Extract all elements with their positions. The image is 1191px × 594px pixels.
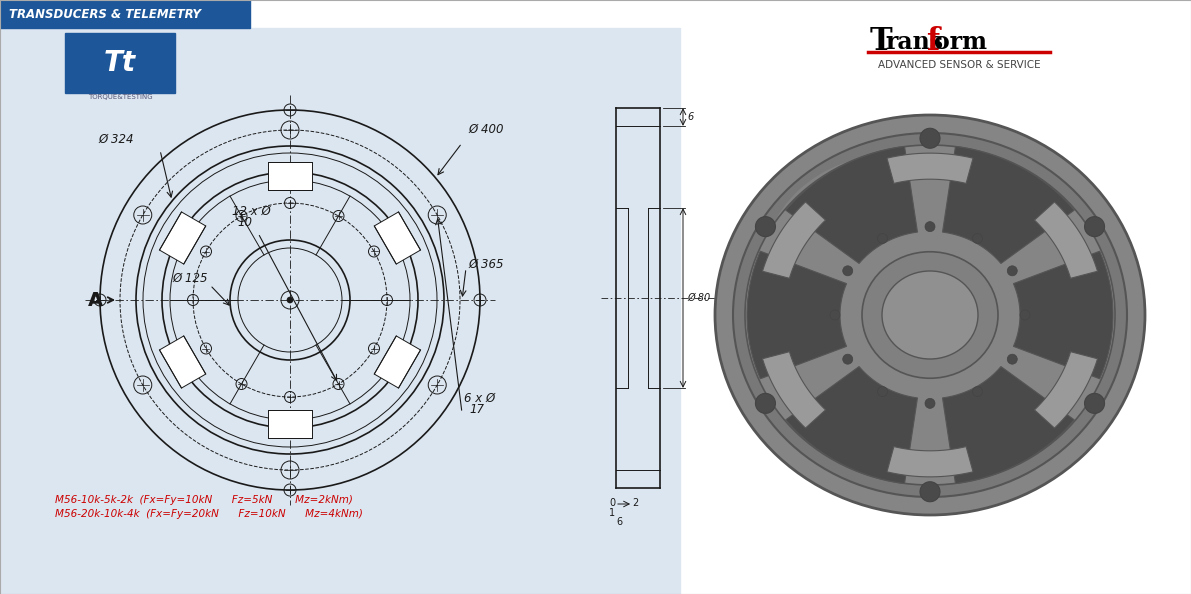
Text: rans: rans [885, 30, 943, 54]
Text: M56-10k-5k-2k  (Fx=Fy=10kN      Fz=5kN       Mz=2kNm): M56-10k-5k-2k (Fx=Fy=10kN Fz=5kN Mz=2kNm… [55, 495, 353, 505]
Polygon shape [374, 336, 420, 388]
Polygon shape [1035, 202, 1098, 279]
Text: 6: 6 [687, 112, 693, 122]
Ellipse shape [715, 115, 1145, 515]
Text: TORQUE&TESTING: TORQUE&TESTING [88, 94, 152, 100]
Text: ADVANCED SENSOR & SERVICE: ADVANCED SENSOR & SERVICE [878, 60, 1040, 70]
Polygon shape [887, 153, 973, 184]
Polygon shape [762, 352, 825, 428]
Text: 6 x Ø: 6 x Ø [464, 392, 495, 405]
Circle shape [925, 399, 935, 408]
Text: Ø 400: Ø 400 [468, 123, 504, 136]
Circle shape [755, 217, 775, 236]
Text: T: T [869, 27, 893, 58]
Bar [0, 28, 680, 594]
Polygon shape [786, 147, 917, 264]
Ellipse shape [746, 145, 1115, 485]
Circle shape [287, 297, 293, 303]
Text: Ø 125: Ø 125 [172, 272, 207, 285]
Polygon shape [762, 202, 825, 279]
Ellipse shape [883, 271, 978, 359]
Text: M56-20k-10k-4k  (Fx=Fy=20kN      Fz=10kN      Mz=4kNm): M56-20k-10k-4k (Fx=Fy=20kN Fz=10kN Mz=4k… [55, 509, 363, 519]
Polygon shape [66, 33, 175, 93]
Circle shape [973, 387, 983, 397]
Circle shape [1019, 310, 1030, 320]
Text: f: f [925, 27, 940, 58]
Ellipse shape [732, 133, 1127, 497]
Text: Ø 365: Ø 365 [468, 258, 504, 271]
Text: 2: 2 [632, 498, 638, 508]
Circle shape [1085, 393, 1104, 413]
Polygon shape [160, 212, 206, 264]
Polygon shape [942, 366, 1074, 484]
Circle shape [973, 233, 983, 244]
Polygon shape [268, 410, 312, 438]
Text: 12 x Ø: 12 x Ø [232, 205, 270, 218]
Text: Ø 324: Ø 324 [98, 133, 133, 146]
Polygon shape [887, 447, 973, 477]
Text: orm: orm [934, 30, 987, 54]
Polygon shape [786, 366, 917, 484]
Text: Ø 80: Ø 80 [687, 293, 710, 303]
Text: 0: 0 [609, 498, 615, 508]
Text: 1: 1 [609, 508, 615, 518]
Circle shape [755, 393, 775, 413]
Circle shape [830, 310, 840, 320]
Polygon shape [1014, 251, 1112, 379]
Polygon shape [268, 162, 312, 190]
Polygon shape [160, 336, 206, 388]
Circle shape [919, 128, 940, 148]
Circle shape [925, 222, 935, 232]
Text: 17: 17 [469, 403, 484, 416]
Circle shape [1008, 354, 1017, 364]
Circle shape [1008, 266, 1017, 276]
Circle shape [843, 266, 853, 276]
Polygon shape [747, 251, 847, 379]
Text: Tt: Tt [104, 49, 136, 77]
Polygon shape [1035, 352, 1098, 428]
Text: 10: 10 [237, 216, 252, 229]
Circle shape [843, 354, 853, 364]
Polygon shape [942, 147, 1074, 264]
Polygon shape [374, 212, 420, 264]
Circle shape [878, 387, 887, 397]
Text: A: A [87, 290, 102, 309]
Text: 6: 6 [616, 517, 622, 527]
Ellipse shape [761, 155, 1019, 395]
Circle shape [919, 482, 940, 502]
Bar [0, 0, 250, 28]
Circle shape [878, 233, 887, 244]
Circle shape [1085, 217, 1104, 236]
Ellipse shape [862, 252, 998, 378]
Text: TRANSDUCERS & TELEMETRY: TRANSDUCERS & TELEMETRY [10, 8, 201, 21]
